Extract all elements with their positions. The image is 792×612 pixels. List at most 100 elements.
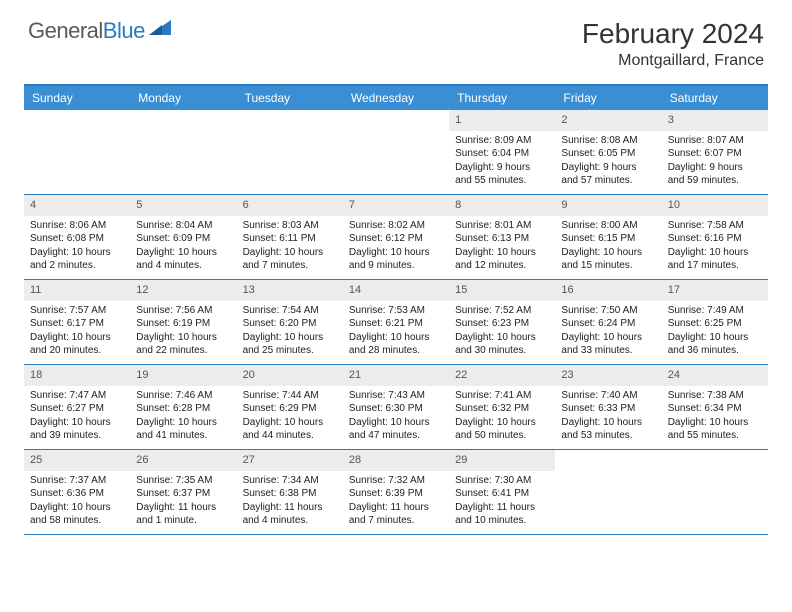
day-cell: 9Sunrise: 8:00 AMSunset: 6:15 PMDaylight…	[555, 195, 661, 279]
header: GeneralBlue February 2024 Montgaillard, …	[0, 0, 792, 78]
day-number: 28	[343, 450, 449, 471]
day-number: 10	[662, 195, 768, 216]
sunrise-text: Sunrise: 7:46 AM	[136, 389, 230, 403]
day-cell: 2Sunrise: 8:08 AMSunset: 6:05 PMDaylight…	[555, 110, 661, 194]
sunset-text: Sunset: 6:07 PM	[668, 147, 762, 161]
calendar: SundayMondayTuesdayWednesdayThursdayFrid…	[24, 84, 768, 535]
week-row: 11Sunrise: 7:57 AMSunset: 6:17 PMDayligh…	[24, 280, 768, 365]
day-body: Sunrise: 8:06 AMSunset: 6:08 PMDaylight:…	[24, 216, 130, 279]
daylight-text: Daylight: 10 hours and 4 minutes.	[136, 246, 230, 273]
daylight-text: Daylight: 9 hours and 55 minutes.	[455, 161, 549, 188]
daylight-text: Daylight: 10 hours and 22 minutes.	[136, 331, 230, 358]
daylight-text: Daylight: 10 hours and 17 minutes.	[668, 246, 762, 273]
day-number: 19	[130, 365, 236, 386]
day-number: 12	[130, 280, 236, 301]
day-body: Sunrise: 8:07 AMSunset: 6:07 PMDaylight:…	[662, 131, 768, 194]
sunrise-text: Sunrise: 8:03 AM	[243, 219, 337, 233]
day-number: 7	[343, 195, 449, 216]
sunrise-text: Sunrise: 7:40 AM	[561, 389, 655, 403]
sunrise-text: Sunrise: 8:09 AM	[455, 134, 549, 148]
day-cell: 15Sunrise: 7:52 AMSunset: 6:23 PMDayligh…	[449, 280, 555, 364]
empty-cell	[24, 110, 130, 194]
day-cell: 22Sunrise: 7:41 AMSunset: 6:32 PMDayligh…	[449, 365, 555, 449]
day-cell: 12 Sunrise: 7:56 AMSunset: 6:19 PMDayligh…	[130, 280, 236, 364]
day-number: 26	[130, 450, 236, 471]
logo-text: GeneralBlue	[28, 18, 145, 44]
weekday-monday: Monday	[130, 86, 236, 110]
sunrise-text: Sunrise: 8:06 AM	[30, 219, 124, 233]
day-number: 27	[237, 450, 343, 471]
daylight-text: Daylight: 10 hours and 2 minutes.	[30, 246, 124, 273]
day-number: 11	[24, 280, 130, 301]
sunrise-text: Sunrise: 8:02 AM	[349, 219, 443, 233]
sunset-text: Sunset: 6:09 PM	[136, 232, 230, 246]
day-number: 1	[449, 110, 555, 131]
sunset-text: Sunset: 6:33 PM	[561, 402, 655, 416]
empty-cell	[555, 450, 661, 534]
day-body: Sunrise: 8:02 AMSunset: 6:12 PMDaylight:…	[343, 216, 449, 279]
day-number: 16	[555, 280, 661, 301]
sunrise-text: Sunrise: 7:58 AM	[668, 219, 762, 233]
sunset-text: Sunset: 6:32 PM	[455, 402, 549, 416]
daylight-text: Daylight: 10 hours and 30 minutes.	[455, 331, 549, 358]
daylight-text: Daylight: 10 hours and 12 minutes.	[455, 246, 549, 273]
day-cell: 27Sunrise: 7:34 AMSunset: 6:38 PMDayligh…	[237, 450, 343, 534]
daylight-text: Daylight: 10 hours and 9 minutes.	[349, 246, 443, 273]
sunrise-text: Sunrise: 7:49 AM	[668, 304, 762, 318]
sunset-text: Sunset: 6:28 PM	[136, 402, 230, 416]
daylight-text: Daylight: 10 hours and 58 minutes.	[30, 501, 124, 528]
sunset-text: Sunset: 6:16 PM	[668, 232, 762, 246]
day-cell: 18Sunrise: 7:47 AMSunset: 6:27 PMDayligh…	[24, 365, 130, 449]
sunrise-text: Sunrise: 8:07 AM	[668, 134, 762, 148]
day-body: Sunrise: 8:01 AMSunset: 6:13 PMDaylight:…	[449, 216, 555, 279]
day-number: 9	[555, 195, 661, 216]
day-body: Sunrise: 7:47 AMSunset: 6:27 PMDaylight:…	[24, 386, 130, 449]
daylight-text: Daylight: 11 hours and 4 minutes.	[243, 501, 337, 528]
daylight-text: Daylight: 10 hours and 47 minutes.	[349, 416, 443, 443]
day-number: 22	[449, 365, 555, 386]
day-body: Sunrise: 7:44 AMSunset: 6:29 PMDaylight:…	[237, 386, 343, 449]
day-cell: 7Sunrise: 8:02 AMSunset: 6:12 PMDaylight…	[343, 195, 449, 279]
weekday-tuesday: Tuesday	[237, 86, 343, 110]
sunrise-text: Sunrise: 7:43 AM	[349, 389, 443, 403]
week-row: 18Sunrise: 7:47 AMSunset: 6:27 PMDayligh…	[24, 365, 768, 450]
day-body: Sunrise: 7:52 AMSunset: 6:23 PMDaylight:…	[449, 301, 555, 364]
day-number: 20	[237, 365, 343, 386]
daylight-text: Daylight: 10 hours and 20 minutes.	[30, 331, 124, 358]
day-body: Sunrise: 8:03 AMSunset: 6:11 PMDaylight:…	[237, 216, 343, 279]
sunset-text: Sunset: 6:25 PM	[668, 317, 762, 331]
day-body: Sunrise: 7:49 AMSunset: 6:25 PMDaylight:…	[662, 301, 768, 364]
sunrise-text: Sunrise: 7:41 AM	[455, 389, 549, 403]
day-cell: 10Sunrise: 7:58 AMSunset: 6:16 PMDayligh…	[662, 195, 768, 279]
sunrise-text: Sunrise: 7:35 AM	[136, 474, 230, 488]
day-number: 13	[237, 280, 343, 301]
sunset-text: Sunset: 6:05 PM	[561, 147, 655, 161]
weekday-header-row: SundayMondayTuesdayWednesdayThursdayFrid…	[24, 86, 768, 110]
sunrise-text: Sunrise: 7:57 AM	[30, 304, 124, 318]
sunrise-text: Sunrise: 7:47 AM	[30, 389, 124, 403]
empty-cell	[237, 110, 343, 194]
daylight-text: Daylight: 10 hours and 44 minutes.	[243, 416, 337, 443]
week-row: 25Sunrise: 7:37 AMSunset: 6:36 PMDayligh…	[24, 450, 768, 535]
sunrise-text: Sunrise: 7:56 AM	[136, 304, 230, 318]
day-body: Sunrise: 7:58 AMSunset: 6:16 PMDaylight:…	[662, 216, 768, 279]
weekday-saturday: Saturday	[662, 86, 768, 110]
logo-word-2: Blue	[103, 18, 145, 43]
sunset-text: Sunset: 6:15 PM	[561, 232, 655, 246]
day-cell: 23Sunrise: 7:40 AMSunset: 6:33 PMDayligh…	[555, 365, 661, 449]
sunset-text: Sunset: 6:21 PM	[349, 317, 443, 331]
sunset-text: Sunset: 6:41 PM	[455, 487, 549, 501]
weekday-wednesday: Wednesday	[343, 86, 449, 110]
day-cell: 25Sunrise: 7:37 AMSunset: 6:36 PMDayligh…	[24, 450, 130, 534]
day-number: 2	[555, 110, 661, 131]
empty-cell	[343, 110, 449, 194]
day-cell: 14Sunrise: 7:53 AMSunset: 6:21 PMDayligh…	[343, 280, 449, 364]
day-body: Sunrise: 7:34 AMSunset: 6:38 PMDaylight:…	[237, 471, 343, 534]
sunset-text: Sunset: 6:13 PM	[455, 232, 549, 246]
day-number: 24	[662, 365, 768, 386]
empty-cell	[662, 450, 768, 534]
sunset-text: Sunset: 6:17 PM	[30, 317, 124, 331]
sunrise-text: Sunrise: 8:00 AM	[561, 219, 655, 233]
day-number: 18	[24, 365, 130, 386]
sunset-text: Sunset: 6:19 PM	[136, 317, 230, 331]
